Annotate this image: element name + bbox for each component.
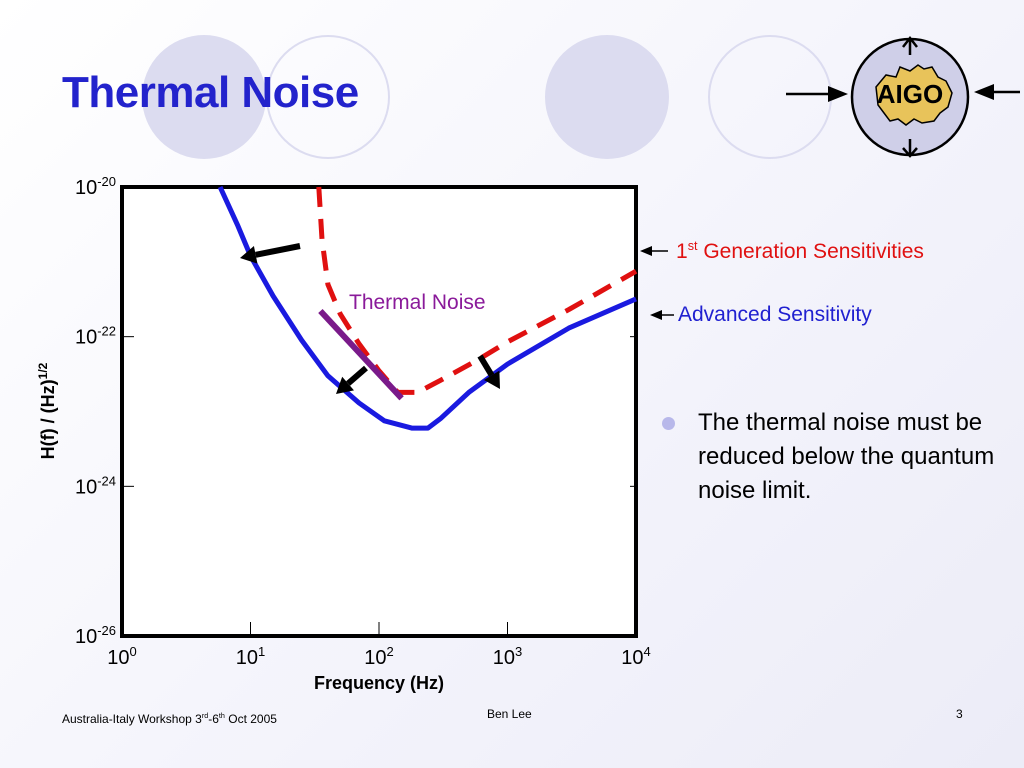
aigo-logo: AIGO	[850, 35, 970, 158]
x-tick-label: 101	[236, 644, 265, 669]
arrow-left-low-frequency-shaft	[255, 243, 301, 258]
arrow-thermal-reduction-head	[336, 376, 354, 394]
footer-left: Australia-Italy Workshop 3rd-6th Oct 200…	[62, 711, 277, 726]
bullet-text: The thermal noise must be reduced below …	[698, 409, 995, 504]
x-axis-label: Frequency (Hz)	[314, 673, 444, 693]
advanced-sensitivity-line	[217, 185, 637, 431]
thermal-noise-line	[318, 308, 404, 401]
x-tick-label: 103	[493, 644, 522, 669]
y-axis-label: H(f) / (Hz)1/2	[36, 362, 58, 459]
slide-title: Thermal Noise	[62, 68, 359, 117]
slide-number: 3	[956, 707, 963, 721]
x-tick-label: 102	[364, 644, 393, 669]
arrow-high-frequency-shaft	[477, 354, 495, 377]
logo-text: AIGO	[877, 79, 943, 109]
y-tick-label: 10-26	[75, 623, 116, 648]
arrow-left-low-frequency-head	[240, 246, 258, 264]
advanced-label: Advanced Sensitivity	[678, 303, 872, 326]
decor-circle	[545, 35, 669, 159]
first-gen-label: 1st Generation Sensitivities	[676, 239, 924, 263]
thermal-noise-label: Thermal Noise	[349, 291, 486, 314]
decor-circle	[142, 35, 266, 159]
plot-frame	[120, 185, 638, 638]
x-tick-label: 100	[107, 644, 136, 669]
footer-author: Ben Lee	[487, 707, 532, 721]
australia-shape	[875, 64, 953, 126]
x-tick-label: 104	[621, 644, 650, 669]
y-tick-label: 10-20	[75, 174, 116, 199]
arrow-high-frequency-head	[484, 370, 500, 389]
y-tick-label: 10-22	[75, 324, 116, 349]
bullet-dot	[662, 417, 675, 430]
arrow-thermal-reduction-shaft	[346, 365, 368, 386]
pointer-advanced-head	[650, 310, 662, 320]
pointer-first-gen-head	[640, 246, 652, 256]
y-tick-label: 10-24	[75, 473, 116, 498]
decor-circle	[266, 35, 390, 159]
